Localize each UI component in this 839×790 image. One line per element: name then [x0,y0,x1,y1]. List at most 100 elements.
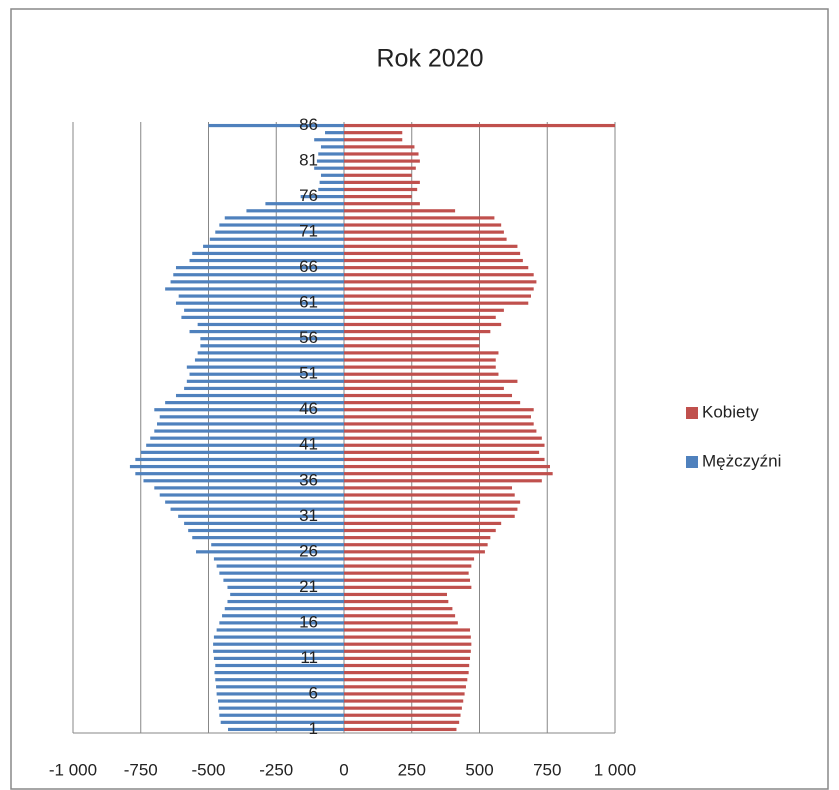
x-tick-label: 750 [533,760,561,779]
bar [344,486,513,490]
x-tick-label: 500 [465,760,493,779]
chart-title: Rok 2020 [376,45,483,73]
bar [203,244,344,248]
bar [165,287,344,291]
bar [227,585,344,589]
bar [344,138,403,142]
bar [344,628,471,632]
y-tick-label: 31 [299,506,318,525]
bar [344,372,499,376]
bar [344,415,531,419]
bar [170,280,344,284]
bar [197,322,344,327]
y-tick-label: 76 [299,186,318,205]
y-tick-label: 36 [299,470,318,489]
bar [344,216,495,220]
bar [216,628,344,632]
bar [213,649,344,653]
bar [344,578,471,582]
bar [320,173,344,177]
bar [140,450,344,454]
y-tick-label: 6 [309,683,318,702]
bar [344,649,471,653]
bar [344,642,472,646]
bar [159,415,344,419]
bar [196,550,344,554]
bar [344,592,447,597]
bar [184,521,344,526]
y-tick-label: 11 [300,648,318,667]
bar [318,187,344,192]
y-tick-label: 51 [299,364,318,383]
bar [344,379,518,383]
bar [175,266,344,270]
bar [192,536,344,540]
bar [154,486,344,490]
bar [344,308,504,312]
bar [219,223,344,227]
bar [344,585,472,589]
bar [213,557,344,561]
bar [344,145,415,149]
bar [135,457,344,462]
y-tick-label: 46 [299,399,318,418]
bar [344,671,469,675]
bar [344,266,529,270]
bar [344,663,470,668]
legend-label: Kobiety [702,402,759,421]
bar [213,642,344,646]
bar [159,493,344,497]
bar [344,706,462,710]
bar [154,429,344,433]
bar [218,706,344,710]
bar [344,237,507,241]
bar [173,273,344,277]
bar [344,244,518,248]
bar [314,166,344,170]
bar [344,479,542,483]
bar [227,599,344,604]
legend-swatch [686,456,698,468]
y-tick-label: 1 [309,719,318,738]
bar [175,393,344,398]
bar [344,358,496,362]
bar [181,315,344,319]
x-tick-label: -750 [124,760,158,779]
bar [211,543,344,547]
bar [344,329,491,334]
bar [344,152,419,156]
bar [200,337,344,341]
bar [224,607,344,611]
bar [344,429,537,433]
bar [220,720,344,724]
bar [219,571,344,575]
bar [184,308,344,312]
bar [184,386,344,391]
legend-label: Mężczyźni [702,451,781,470]
bar [228,727,344,732]
bar [320,145,344,149]
bar [344,365,496,369]
bar [344,685,466,689]
bar [344,472,553,476]
bar [318,152,344,156]
bar [344,727,457,732]
bar [344,393,513,398]
bar [186,365,344,369]
bar [344,159,420,163]
bar [344,187,418,192]
bar [344,351,499,355]
bar [344,564,472,568]
x-tick-label: 1 000 [594,760,637,779]
bar [135,472,344,476]
bar [344,166,416,170]
bar [178,294,344,298]
bar [344,635,471,639]
bar [222,614,344,618]
bar [344,457,545,462]
y-tick-label: 41 [299,435,318,454]
bar [344,443,545,447]
bar [188,528,344,533]
bar [344,280,537,284]
